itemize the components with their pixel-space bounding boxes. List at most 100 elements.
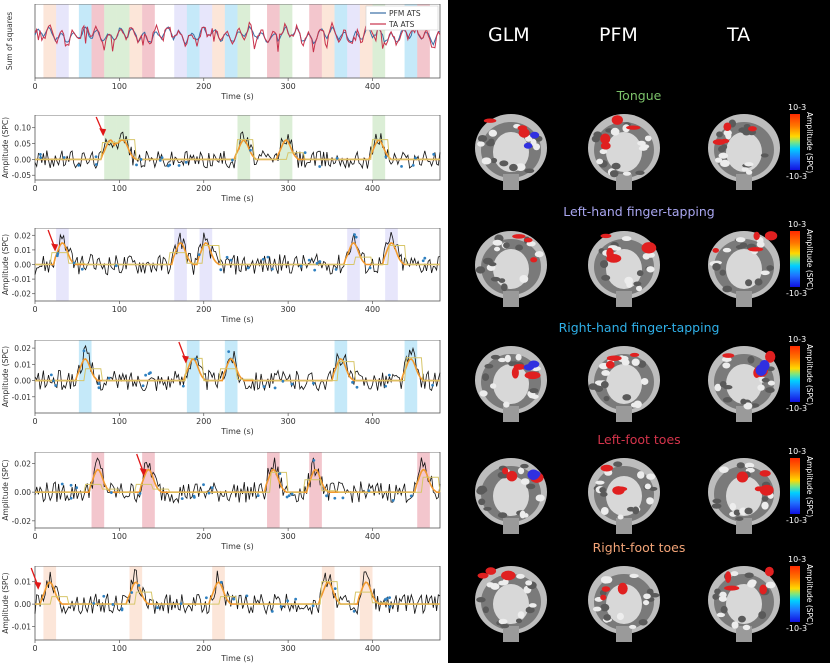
activation-red — [530, 257, 538, 263]
brain-stem — [736, 626, 752, 642]
brain-gyrus — [714, 588, 721, 595]
y-tick-label: 0.10 — [14, 124, 31, 133]
block-1 — [116, 115, 130, 180]
brain-gyrus — [622, 394, 632, 401]
activation-blue — [755, 364, 767, 376]
brain-gyrus — [622, 171, 632, 176]
brain-gyrus — [742, 624, 751, 631]
brain-gyrus — [611, 246, 622, 251]
brain-white-matter — [606, 584, 642, 624]
x-tick-label: 200 — [196, 82, 211, 91]
y-tick-label: 0.00 — [14, 261, 31, 270]
spike-point — [266, 255, 270, 259]
brain-gyrus — [488, 262, 497, 267]
block-1 — [129, 566, 143, 640]
x-tick-label: 200 — [196, 184, 211, 193]
y-tick-label: 0.00 — [14, 155, 31, 164]
legend: PFM ATS TA ATS — [365, 5, 439, 31]
brain-stem — [503, 291, 519, 307]
x-tick-label: 100 — [112, 644, 127, 653]
red-arrow-head — [99, 128, 107, 137]
spike-point — [38, 153, 42, 156]
spike-point — [60, 482, 64, 486]
brain-gyrus — [526, 483, 536, 490]
block-19 — [347, 4, 360, 78]
block-4 — [417, 452, 430, 528]
spike-point — [294, 597, 298, 601]
brain-white-matter — [606, 476, 642, 516]
x-tick-label: 100 — [112, 305, 127, 314]
activation-red — [748, 126, 757, 132]
spike-point — [107, 376, 111, 380]
brain-gyrus — [741, 167, 749, 172]
block-0 — [91, 452, 105, 528]
colorbar-top-label: 10-3 — [788, 335, 807, 344]
y-axis-label: Amplitude (SPC) — [1, 459, 10, 520]
brain-map-pfm-0 — [588, 114, 660, 190]
brain-stem — [616, 406, 632, 422]
block-2 — [224, 340, 238, 413]
spike-point — [341, 496, 345, 500]
x-tick-label: 0 — [32, 532, 37, 541]
brain-map-ta-0 — [708, 114, 780, 190]
block-4 — [372, 115, 386, 180]
brain-gyrus — [649, 486, 658, 491]
spike-point — [69, 483, 73, 487]
activation-red — [518, 128, 530, 138]
spike-point — [120, 608, 124, 612]
spike-point — [82, 349, 86, 353]
spike-point — [49, 373, 53, 377]
brain-map-pfm-1 — [588, 231, 660, 307]
block-1 — [56, 4, 69, 78]
signal-line — [34, 231, 441, 276]
brain-gyrus — [637, 360, 647, 368]
spike-point — [285, 495, 289, 499]
brain-gyrus — [599, 491, 608, 497]
brain-map-ta-4 — [708, 566, 780, 642]
y-tick-label: 0.01 — [14, 246, 31, 255]
brain-gyrus — [740, 398, 747, 405]
brain-gyrus — [600, 576, 611, 584]
brain-gyrus — [481, 157, 492, 165]
x-axis-label: Time (s) — [220, 194, 254, 203]
spike-point — [318, 165, 322, 168]
y-tick-label: -0.02 — [12, 290, 32, 299]
brain-gyrus — [643, 600, 650, 606]
colorbar-axis-label: Amplitude (SPC) — [805, 564, 814, 626]
brain-gyrus — [722, 247, 732, 253]
colorbar — [790, 114, 800, 170]
spike-point — [354, 235, 358, 239]
x-tick-label: 200 — [196, 644, 211, 653]
spike-point — [432, 152, 436, 156]
brain-gyrus — [644, 483, 652, 490]
condition-label-right-foot: Right-foot toes — [592, 540, 686, 555]
brain-gyrus — [720, 159, 730, 167]
brain-map-pfm-3 — [588, 458, 660, 534]
brain-gyrus — [745, 169, 753, 175]
block-3 — [321, 566, 335, 640]
spike-point — [353, 233, 356, 237]
brain-gyrus — [718, 152, 729, 159]
spike-point — [231, 158, 234, 162]
brain-gyrus — [592, 606, 602, 612]
spike-point — [80, 267, 84, 271]
brain-gyrus — [640, 377, 649, 385]
activation-red — [736, 471, 749, 483]
spike-point — [225, 255, 229, 259]
brain-gyrus — [484, 363, 494, 369]
brain-gyrus — [525, 606, 535, 614]
spike-point — [388, 605, 392, 609]
block-3 — [334, 340, 348, 413]
y-axis-label: Amplitude (SPC) — [1, 117, 10, 178]
brain-gyrus — [477, 141, 485, 147]
spike-point — [287, 494, 291, 498]
activation-red — [483, 118, 497, 123]
x-tick-label: 300 — [280, 184, 295, 193]
brain-gyrus — [765, 581, 776, 589]
brain-gyrus — [519, 510, 526, 519]
brain-gyrus — [744, 162, 754, 167]
block-0 — [104, 115, 117, 180]
activation-red — [606, 247, 614, 259]
block-4 — [404, 340, 418, 413]
legend-entry: PFM ATS — [389, 9, 421, 18]
